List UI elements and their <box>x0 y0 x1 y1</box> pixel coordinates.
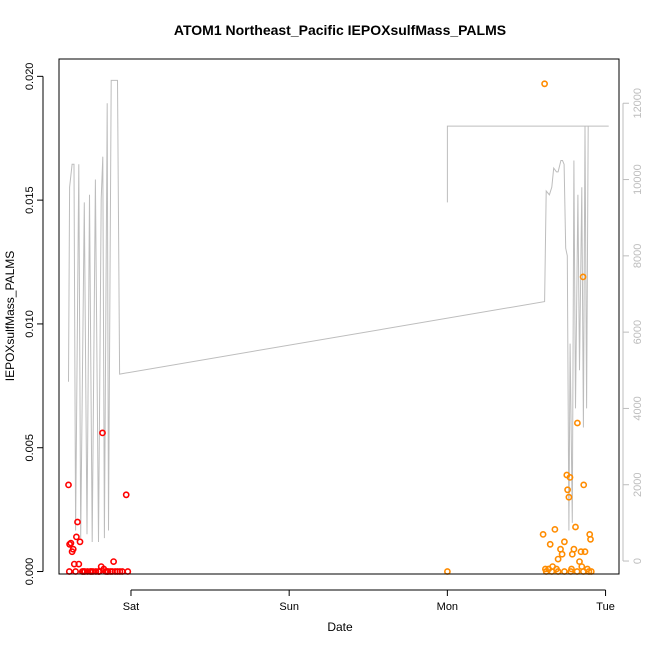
x-axis-label: Date <box>327 620 353 634</box>
series-1-point-12 <box>561 538 568 546</box>
x-tick-label-0: Sat <box>123 601 140 613</box>
series-0-point-9 <box>76 538 84 546</box>
x-tick-label-3: Tue <box>596 601 615 613</box>
series-0-point-2 <box>67 539 75 547</box>
series-1-point-25 <box>579 273 587 281</box>
series-1-point-14 <box>564 486 571 494</box>
series-0-point-29 <box>122 491 130 499</box>
series-1-point-20 <box>572 523 579 531</box>
series-0-point-18 <box>99 429 106 437</box>
series-1-point-33 <box>548 568 556 575</box>
series-1-point-11 <box>558 550 566 558</box>
series-0-point-34 <box>88 568 95 575</box>
y-right-tick-label-6: 12000 <box>632 88 644 119</box>
y-right-tick-label-4: 8000 <box>632 244 644 268</box>
y-right-tick-label-3: 6000 <box>632 320 644 344</box>
series-1-point-1 <box>541 80 548 88</box>
series-0-point-33 <box>80 568 87 575</box>
y-right-tick-label-1: 2000 <box>632 472 644 496</box>
plot-box <box>58 58 620 575</box>
chart-title: ATOM1 Northeast_Pacific IEPOXsulfMass_PA… <box>174 22 506 38</box>
plot-area: Sat Sun Mon Tue 0.000 0.005 0.010 0.015 0.020 0 20… <box>24 58 644 613</box>
series-1-point-21 <box>574 419 581 427</box>
series-1-point-27 <box>581 548 589 556</box>
series-0-point-7 <box>74 518 81 526</box>
series-1-point-9 <box>554 555 562 563</box>
series-0-point-0 <box>65 481 72 489</box>
series-1-point-35 <box>561 568 568 575</box>
series-1-point-19 <box>570 545 578 553</box>
x-tick-label-1: Sun <box>279 601 299 613</box>
series-1-point-30 <box>587 535 594 543</box>
y-axis-label: IEPOXsulfMass_PALMS <box>3 251 17 382</box>
series-1-point-15 <box>565 493 573 501</box>
y-right-tick-label-2: 4000 <box>632 396 644 420</box>
series-0-point-32 <box>72 568 79 575</box>
series-1-point-38 <box>580 568 587 575</box>
series-0-point-6 <box>73 533 80 541</box>
y-left-tick-label-0: 0.000 <box>24 558 36 586</box>
y-right-tick-label-5: 10000 <box>632 164 644 195</box>
series-line-2 <box>68 79 589 543</box>
series-1-point-23 <box>577 548 585 556</box>
series-1-point-5 <box>546 540 554 548</box>
series-0-point-31 <box>65 568 73 575</box>
y-left-tick-label-4: 0.020 <box>24 63 36 91</box>
series-line-3 <box>446 125 609 203</box>
series-1-point-16 <box>566 473 574 481</box>
series-0-point-35 <box>95 568 103 575</box>
series-0-point-30 <box>124 568 132 575</box>
y-left-tick-label-3: 0.015 <box>24 186 36 214</box>
series-1-point-26 <box>580 481 588 489</box>
series-0-point-4 <box>69 545 77 553</box>
series-1-point-0 <box>443 568 451 575</box>
series-1-point-7 <box>551 526 559 533</box>
y-right-tick-label-0: 0 <box>632 558 644 564</box>
x-tick-label-2: Mon <box>437 601 458 613</box>
y-left-tick-label-2: 0.010 <box>24 310 36 338</box>
series-1-point-37 <box>573 568 581 575</box>
series-0-point-8 <box>75 560 83 568</box>
y-left-tick-label-1: 0.005 <box>24 434 36 462</box>
series-0-point-24 <box>110 558 117 565</box>
series-1-point-2 <box>539 531 547 538</box>
